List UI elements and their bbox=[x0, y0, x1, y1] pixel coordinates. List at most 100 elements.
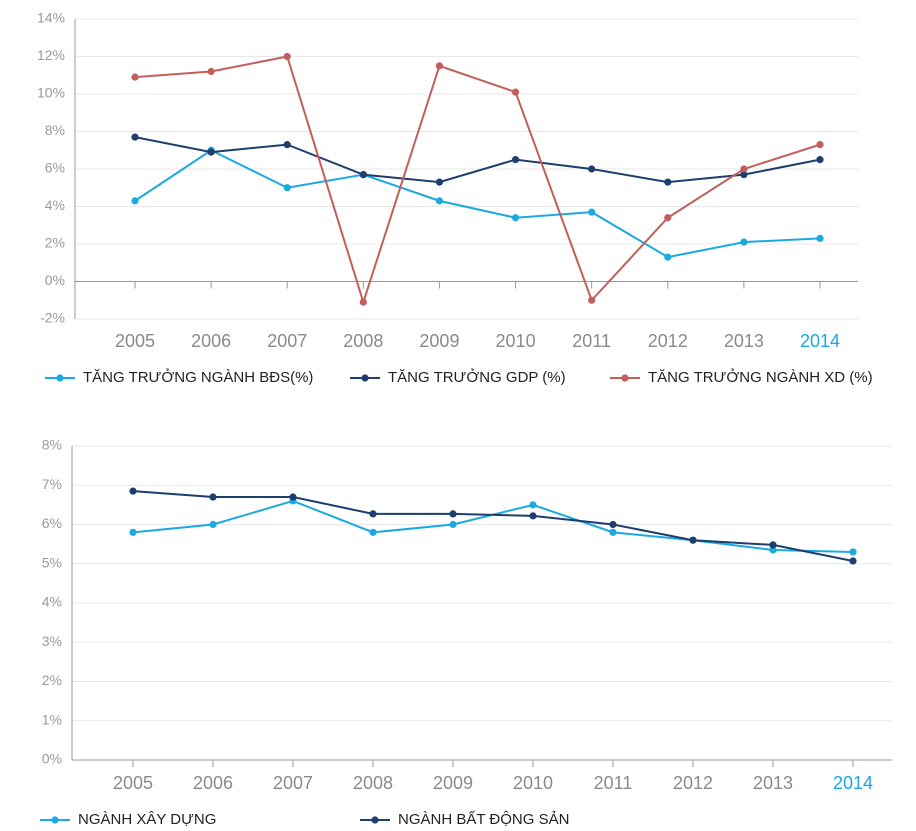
y-tick-label: 0% bbox=[45, 272, 65, 288]
series-marker bbox=[131, 133, 139, 141]
series-marker bbox=[849, 548, 857, 556]
y-tick-label: 10% bbox=[37, 85, 65, 101]
y-tick-label: 3% bbox=[42, 633, 62, 649]
series-marker bbox=[209, 520, 217, 529]
series-marker bbox=[588, 208, 596, 216]
series-marker bbox=[283, 52, 291, 61]
series-line bbox=[134, 149, 821, 259]
series-line bbox=[134, 136, 821, 184]
series-line bbox=[132, 490, 854, 562]
series-marker bbox=[816, 141, 824, 149]
y-tick-label: 4% bbox=[42, 594, 62, 610]
x-tick-label: 2014 bbox=[800, 331, 840, 351]
y-tick-label: 14% bbox=[37, 10, 65, 26]
series-marker bbox=[816, 234, 824, 242]
series-marker bbox=[511, 88, 520, 96]
series-marker bbox=[207, 148, 215, 156]
y-tick-label: 8% bbox=[45, 122, 65, 138]
series-marker bbox=[529, 501, 537, 509]
series-marker bbox=[849, 557, 857, 565]
y-tick-label: 7% bbox=[42, 476, 62, 492]
series-marker bbox=[131, 197, 139, 205]
legend-label: TĂNG TRƯỞNG NGÀNH XD (%) bbox=[648, 368, 873, 386]
series-marker bbox=[511, 156, 520, 164]
series-marker bbox=[664, 253, 672, 261]
x-tick-label: 2013 bbox=[753, 773, 793, 793]
x-tick-label: 2007 bbox=[267, 331, 307, 351]
series-marker bbox=[435, 62, 444, 70]
series-marker bbox=[435, 197, 444, 205]
series-marker bbox=[449, 510, 457, 518]
series-marker bbox=[609, 528, 617, 536]
series-line bbox=[134, 55, 821, 306]
y-tick-label: 4% bbox=[45, 197, 65, 213]
y-tick-label: 0% bbox=[42, 751, 62, 767]
series-marker bbox=[359, 298, 367, 306]
series-marker bbox=[664, 214, 672, 222]
series-marker bbox=[283, 184, 291, 192]
legend-marker bbox=[361, 374, 369, 382]
y-tick-label: 6% bbox=[42, 515, 62, 531]
series-marker bbox=[609, 520, 617, 529]
x-tick-label: 2014 bbox=[833, 773, 873, 793]
x-tick-label: 2010 bbox=[496, 331, 536, 351]
series-marker bbox=[740, 238, 748, 246]
y-tick-label: 2% bbox=[45, 235, 65, 251]
series-marker bbox=[769, 541, 777, 549]
x-tick-label: 2009 bbox=[419, 331, 459, 351]
legend-marker bbox=[56, 374, 64, 382]
series-marker bbox=[449, 520, 457, 529]
legend-marker bbox=[51, 816, 59, 824]
series-marker bbox=[209, 493, 217, 501]
series-marker bbox=[369, 510, 377, 518]
x-tick-label: 2005 bbox=[115, 331, 155, 351]
series-marker bbox=[129, 487, 137, 495]
x-tick-label: 2005 bbox=[113, 773, 153, 793]
y-tick-label: -2% bbox=[40, 310, 65, 326]
legend-marker bbox=[371, 816, 379, 824]
series-marker bbox=[129, 528, 137, 536]
y-tick-label: 2% bbox=[42, 672, 62, 688]
series-marker bbox=[588, 165, 596, 173]
x-tick-label: 2006 bbox=[193, 773, 233, 793]
x-tick-label: 2012 bbox=[648, 331, 688, 351]
series-marker bbox=[289, 493, 297, 501]
series-marker bbox=[740, 171, 748, 179]
y-tick-label: 5% bbox=[42, 554, 62, 570]
legend-label: NGÀNH XÂY DỰNG bbox=[78, 811, 216, 828]
series-marker bbox=[588, 296, 596, 304]
series-line bbox=[132, 499, 854, 553]
x-tick-label: 2012 bbox=[673, 773, 713, 793]
y-tick-label: 12% bbox=[37, 47, 65, 63]
x-tick-label: 2010 bbox=[513, 773, 553, 793]
series-marker bbox=[369, 528, 377, 536]
x-tick-label: 2013 bbox=[724, 331, 764, 351]
x-tick-label: 2011 bbox=[594, 773, 633, 793]
series-marker bbox=[131, 73, 139, 81]
x-tick-label: 2009 bbox=[433, 773, 473, 793]
y-tick-label: 8% bbox=[42, 437, 62, 453]
series-marker bbox=[529, 512, 537, 520]
series-marker bbox=[689, 536, 697, 544]
x-tick-label: 2006 bbox=[191, 331, 231, 351]
legend-label: TĂNG TRƯỞNG NGÀNH BĐS(%) bbox=[83, 368, 313, 386]
series-marker bbox=[740, 165, 748, 173]
series-marker bbox=[511, 214, 520, 222]
x-tick-label: 2011 bbox=[572, 331, 611, 351]
series-marker bbox=[435, 178, 444, 186]
x-tick-label: 2008 bbox=[343, 331, 383, 351]
series-marker bbox=[769, 546, 777, 554]
series-marker bbox=[359, 171, 367, 179]
series-marker bbox=[816, 156, 824, 164]
y-tick-label: 1% bbox=[42, 711, 62, 727]
series-marker bbox=[664, 178, 672, 186]
legend-label: NGÀNH BẤT ĐỘNG SẢN bbox=[398, 811, 569, 828]
series-marker bbox=[207, 67, 215, 76]
series-marker bbox=[283, 141, 291, 149]
legend-label: TĂNG TRƯỞNG GDP (%) bbox=[388, 368, 566, 386]
legend-marker bbox=[621, 374, 629, 382]
y-tick-label: 6% bbox=[45, 160, 65, 176]
x-tick-label: 2007 bbox=[273, 773, 313, 793]
x-tick-label: 2008 bbox=[353, 773, 393, 793]
